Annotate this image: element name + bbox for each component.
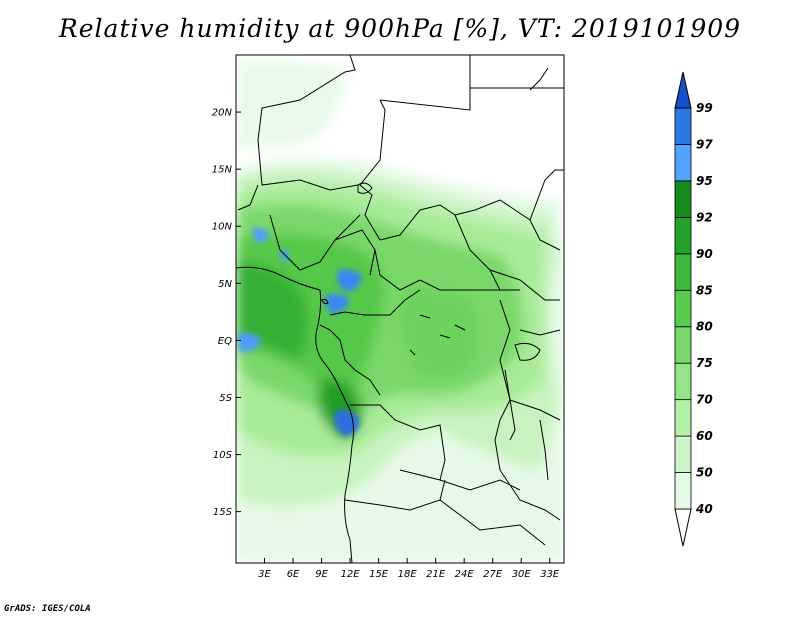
colorbar-label: 95: [696, 174, 713, 188]
latitude-axis: 20N 15N 10N 5N EQ 5S 10S 15S: [212, 108, 241, 518]
border-gabon: [319, 324, 381, 396]
lon-label: 27E: [483, 569, 503, 580]
colorbar-segment: [674, 289, 692, 328]
longitude-axis: 3E 6E 9E 12E 15E 18E 21E 24E 27E 30E 33E: [258, 558, 560, 580]
border-niger-chad: [359, 99, 386, 241]
lat-label: 5N: [218, 279, 232, 290]
lon-label: 9E: [315, 569, 328, 580]
border-tanzania: [509, 399, 561, 421]
colorbar-label: 50: [696, 466, 713, 480]
colorbar-max-arrow: [674, 71, 692, 109]
small-island: [321, 298, 329, 305]
humidity-zone-90b: [399, 286, 480, 380]
colorbar-label: 60: [696, 429, 713, 443]
lat-label: 15S: [213, 507, 233, 518]
border-nigeria-cameroon: [269, 214, 376, 276]
colorbar-label: 85: [696, 283, 713, 297]
colorbar-segment: [674, 435, 692, 473]
border-libya-egypt: [379, 55, 471, 111]
colorbar-label: 97: [696, 137, 713, 151]
lake-victoria: [514, 342, 541, 361]
humidity-zone-97: [336, 269, 362, 292]
border-car: [374, 249, 500, 291]
humidity-zone-95: [252, 227, 270, 243]
border-mali-niger: [237, 184, 259, 211]
colorbar-segment: [674, 144, 692, 182]
lat-label: 10N: [212, 222, 233, 233]
lon-label: 24E: [455, 569, 475, 580]
map-frame: [235, 54, 565, 564]
colorbar-segment: [674, 107, 692, 145]
colorbar-label: 90: [696, 247, 713, 261]
lat-label: EQ: [218, 336, 232, 347]
lon-label: 6E: [287, 569, 300, 580]
grads-credit: GrADS: IGES/COLA: [4, 604, 91, 614]
humidity-zone-50: [236, 59, 350, 150]
colorbar-label: 80: [696, 320, 713, 334]
colorbar-segment: [674, 362, 692, 401]
lake-chad: [357, 182, 373, 194]
colorbar-segment: [674, 253, 692, 291]
lake-malawi: [539, 419, 549, 481]
lat-label: 10S: [213, 450, 233, 461]
border-uganda-kenya: [519, 329, 561, 336]
lon-label: 12E: [341, 569, 361, 580]
lon-label: 21E: [426, 569, 446, 580]
border-angola-zambia: [399, 469, 521, 491]
humidity-zone-95: [238, 332, 262, 352]
border-zambia-mozambique: [499, 469, 561, 521]
border-zimbabwe: [439, 499, 546, 546]
humidity-field: [236, 55, 564, 563]
humidity-zone-97: [324, 293, 350, 314]
colorbar-segment: [674, 180, 692, 218]
border-congo: [329, 289, 421, 316]
colorbar-segment: [674, 399, 692, 437]
coastline: [236, 266, 355, 563]
lon-label: 15E: [369, 569, 389, 580]
lat-label: 5S: [219, 393, 232, 404]
colorbar-min-arrow: [674, 508, 692, 547]
border-sahel: [257, 139, 359, 191]
colorbar-label: 75: [696, 356, 713, 370]
lake-tanganyika: [504, 369, 516, 441]
border-algeria-libya: [257, 55, 356, 141]
border-sudan-south: [454, 199, 561, 251]
lon-label: 18E: [398, 569, 418, 580]
colorbar-segment: [674, 472, 692, 510]
red-sea-coast: [529, 67, 549, 91]
colorbar: 40 50 60 70 75 80 85 90 92 95 97 99: [674, 71, 713, 547]
colorbar-label: 40: [695, 502, 713, 516]
lat-label: 20N: [212, 108, 233, 119]
colorbar-segment: [674, 326, 692, 364]
colorbar-label: 99: [696, 101, 713, 115]
colorbar-segment: [674, 216, 692, 255]
border-namibia: [344, 479, 446, 511]
colorbar-label: 92: [696, 210, 713, 224]
map-title: Relative humidity at 900hPa [%], VT: 201…: [58, 14, 742, 43]
colorbar-label: 70: [696, 393, 713, 407]
border-drc-angola: [350, 404, 446, 481]
lon-label: 3E: [258, 569, 271, 580]
lon-label: 30E: [512, 569, 532, 580]
border-south-sudan: [489, 269, 560, 301]
border-ethiopia: [529, 169, 564, 221]
country-borders: [236, 55, 564, 563]
lat-label: 15N: [212, 165, 233, 176]
border-cameroon-chad: [334, 214, 361, 241]
rivers: [409, 314, 466, 356]
lon-label: 33E: [540, 569, 560, 580]
